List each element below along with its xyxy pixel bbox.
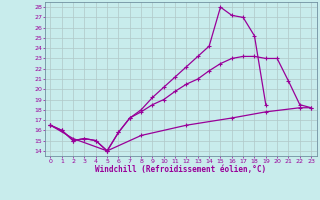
X-axis label: Windchill (Refroidissement éolien,°C): Windchill (Refroidissement éolien,°C) — [95, 165, 266, 174]
